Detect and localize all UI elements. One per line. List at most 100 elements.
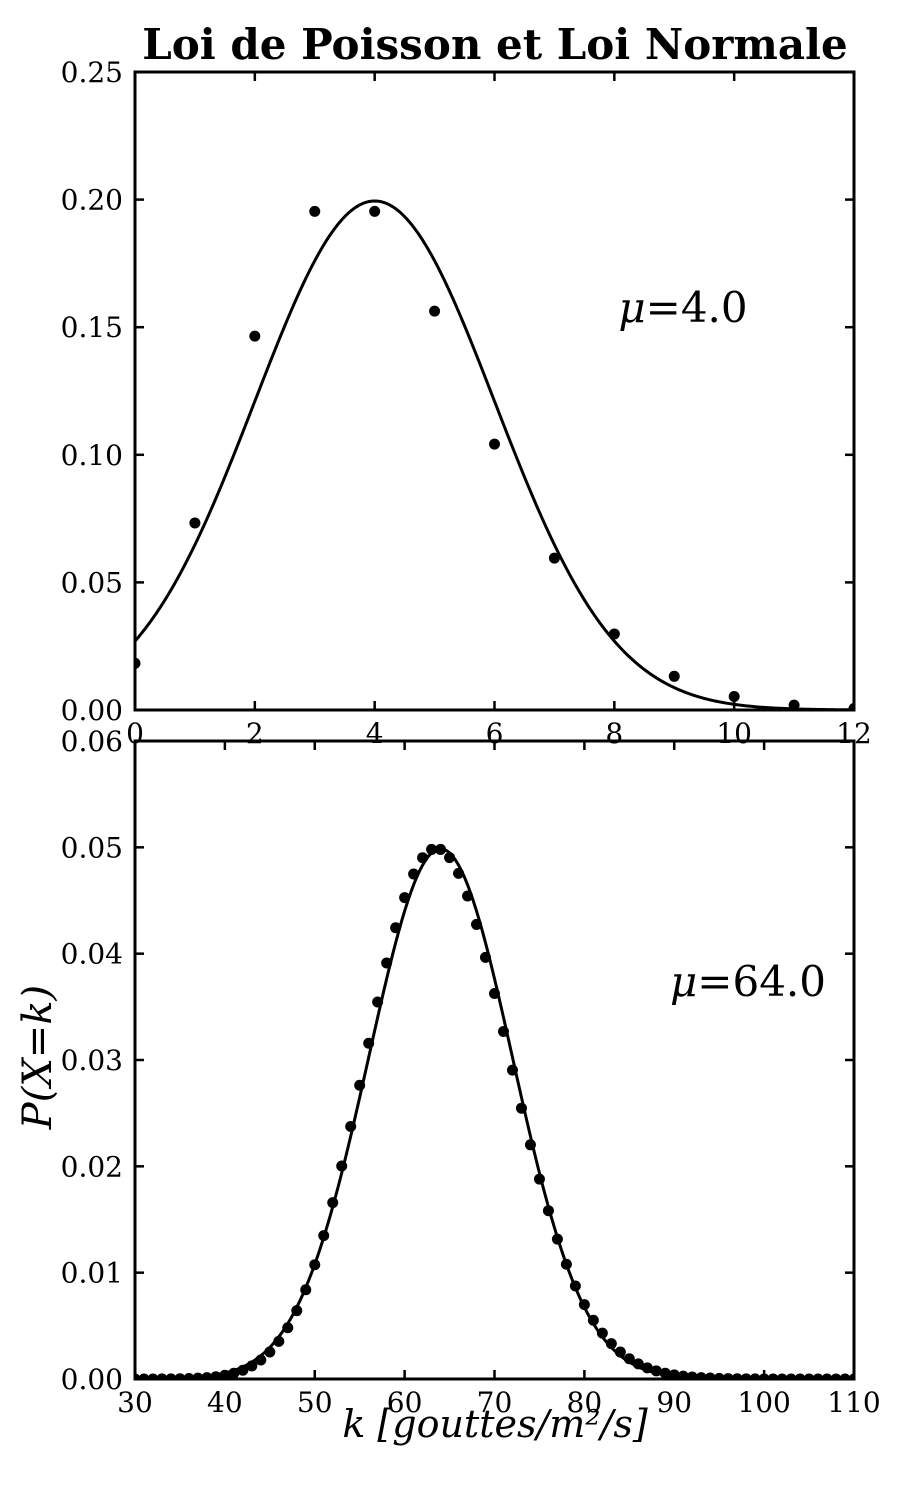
y-tick-label: 0.00 (61, 1363, 123, 1396)
x-tick-label: 8 (605, 717, 623, 750)
poisson-point (686, 1371, 698, 1379)
axes-spines (133, 739, 856, 1381)
poisson-point (381, 957, 393, 969)
poisson-point (369, 205, 381, 217)
poisson-point (506, 1064, 518, 1076)
y-tick-label: 0.01 (61, 1257, 123, 1290)
poisson-point (210, 1371, 222, 1379)
x-tick-label: 30 (117, 1386, 153, 1419)
x-tick-label: 110 (827, 1386, 880, 1419)
subplot-poisson-mu64: 30 40 50 60 70 80 90 100 110 0.00 0.01 0.02 0.03 0.04… (61, 725, 881, 1419)
y-tick-label: 0.06 (61, 725, 123, 758)
poisson-point (255, 1354, 267, 1366)
poisson-point (695, 1372, 707, 1379)
poisson-point (462, 890, 474, 902)
y-tick-label: 0.05 (61, 566, 123, 599)
poisson-point (704, 1372, 716, 1379)
poisson-point (480, 951, 492, 963)
poisson-point (728, 690, 740, 702)
normal-curve (135, 847, 854, 1379)
poisson-point (408, 868, 420, 880)
poisson-point (282, 1322, 294, 1334)
poisson-point (435, 843, 447, 855)
normal-curve (135, 199, 854, 710)
poisson-point (659, 1367, 671, 1379)
poisson-point (614, 1346, 626, 1358)
y-axis-label: P(X=k) (15, 984, 61, 1130)
poisson-point (578, 1299, 590, 1311)
x-tick-label: 10 (716, 717, 752, 750)
poisson-point (497, 1026, 509, 1038)
poisson-point (668, 670, 680, 682)
poisson-point (453, 867, 465, 879)
poisson-point (291, 1305, 303, 1317)
poisson-point (309, 1259, 321, 1271)
poisson-point (587, 1314, 599, 1326)
poisson-point (249, 330, 261, 342)
poisson-point (515, 1102, 527, 1114)
axes-spines (133, 70, 856, 712)
y-tick-label: 0.05 (61, 831, 123, 864)
y-tick-label: 0.15 (61, 311, 123, 344)
poisson-point (327, 1197, 339, 1209)
poisson-point (641, 1362, 653, 1374)
poisson-point (489, 988, 500, 1000)
poisson-point (390, 922, 402, 934)
x-tick-label: 70 (477, 1386, 513, 1419)
poisson-point (264, 1346, 276, 1358)
poisson-point (237, 1364, 249, 1376)
poisson-point (524, 1139, 536, 1151)
poisson-point (309, 205, 321, 217)
x-tick-label: 100 (737, 1386, 790, 1419)
x-axis-label: k [gouttes/m²/s] (342, 1402, 648, 1446)
poisson-point (713, 1372, 725, 1379)
poisson-point (336, 1160, 348, 1172)
poisson-point (677, 1370, 689, 1379)
poisson-point (471, 918, 483, 930)
y-tick-label: 0.10 (61, 439, 123, 472)
poisson-point (429, 305, 441, 317)
y-tick-label: 0.04 (61, 938, 123, 971)
poisson-point (318, 1230, 330, 1242)
poisson-point (533, 1173, 545, 1185)
poisson-point (596, 1327, 608, 1339)
x-tick-label: 60 (387, 1386, 423, 1419)
mu-annotation: μ=4.0 (618, 283, 747, 332)
x-tick-label: 50 (297, 1386, 333, 1419)
mu-annotation: μ=64.0 (670, 957, 826, 1006)
poisson-point (548, 552, 560, 564)
poisson-point (605, 1338, 617, 1350)
poisson-point (560, 1258, 572, 1270)
poisson-point (551, 1233, 563, 1245)
poisson-point (650, 1365, 662, 1377)
y-tick-label: 0.03 (61, 1044, 123, 1077)
subplot-poisson-mu4: 0 2 4 6 8 10 120.000.050.100.150.200.25μ=4.0 (61, 56, 872, 750)
poisson-point (399, 892, 411, 904)
poisson-point (788, 699, 800, 710)
poisson-point (426, 843, 438, 855)
x-tick-label: 4 (366, 717, 384, 750)
poisson-point (345, 1121, 357, 1133)
poisson-point (623, 1353, 635, 1365)
poisson-point (273, 1335, 285, 1347)
plot-area (135, 843, 854, 1379)
chart-title: Loi de Poisson et Loi Normale (142, 20, 848, 69)
poisson-point (300, 1284, 312, 1296)
x-tick-label: 90 (656, 1386, 692, 1419)
poisson-point (189, 517, 201, 529)
poisson-point (246, 1360, 258, 1372)
poisson-point (632, 1358, 644, 1370)
poisson-point (354, 1079, 366, 1091)
poisson-point (192, 1372, 204, 1379)
poisson-point (372, 996, 384, 1008)
plot-area (135, 199, 854, 710)
y-tick-label: 0.25 (61, 56, 123, 89)
poisson-point (489, 438, 500, 450)
poisson-point (542, 1205, 554, 1217)
x-tick-label: 40 (207, 1386, 243, 1419)
poisson-point (444, 852, 456, 864)
poisson-point (201, 1372, 213, 1379)
x-tick-label: 80 (567, 1386, 603, 1419)
